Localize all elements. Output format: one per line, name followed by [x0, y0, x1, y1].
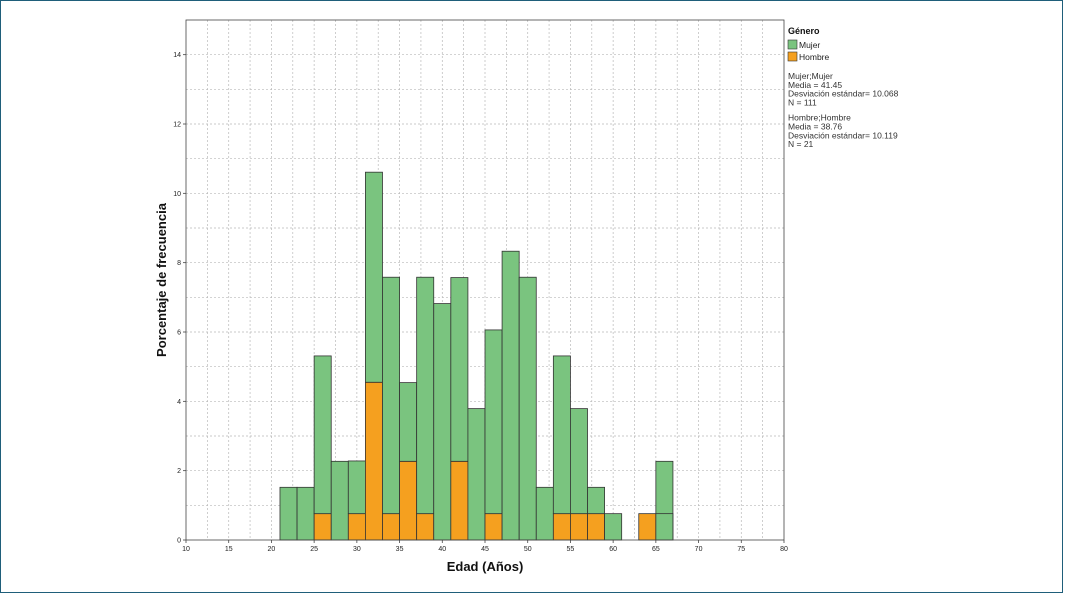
stat-line: N = 21 [788, 139, 814, 149]
legend-swatch-mujer [787, 39, 798, 50]
y-tick-label: 4 [177, 399, 181, 406]
y-tick-label: 14 [173, 52, 181, 59]
stat-line: Hombre;Hombre [788, 113, 851, 123]
bar-hombre [638, 513, 657, 541]
tick-labels: 10 15 20 25 30 35 40 45 50 55 60 65 70 75 80 0 2 4 6 8 10 12 1… [173, 52, 788, 553]
y-tick-label: 10 [173, 191, 181, 198]
bar-mujer [604, 513, 623, 541]
bar-mujer [399, 382, 418, 462]
bar-mujer [279, 486, 298, 541]
bar-mujer [587, 486, 605, 515]
x-tick-label: 65 [652, 546, 660, 553]
bar-hombre [587, 513, 605, 541]
x-axis-title: Edad (Años) [447, 559, 524, 574]
axes-group [183, 19, 785, 543]
legend-swatch-hombre [787, 51, 798, 62]
bar-mujer [467, 408, 486, 541]
y-tick-label: 12 [173, 122, 181, 129]
bar-hombre [382, 513, 400, 541]
legend: Género Mujer Hombre [787, 26, 830, 62]
bar-hombre [313, 513, 332, 541]
y-tick-label: 2 [177, 468, 181, 475]
x-tick-label: 30 [353, 546, 361, 553]
stat-line: Media = 38.76 [788, 122, 842, 132]
bar-hombre [450, 460, 469, 541]
y-axis-title: Porcentaje de frecuencia [154, 202, 169, 357]
stat-line: Desviación estándar= 10.119 [788, 130, 898, 140]
bar-mujer [518, 276, 537, 541]
x-tick-label: 60 [609, 546, 617, 553]
x-tick-label: 10 [182, 546, 190, 553]
bar-mujer [501, 250, 520, 541]
x-tick-label: 55 [567, 546, 575, 553]
x-tick-label: 75 [737, 546, 745, 553]
bars-group [279, 171, 674, 541]
x-tick-label: 15 [225, 546, 233, 553]
bar-mujer [347, 460, 366, 515]
x-tick-label: 20 [268, 546, 276, 553]
bar-mujer [552, 355, 571, 515]
x-tick-label: 80 [780, 546, 788, 553]
bar-hombre [570, 513, 588, 541]
bar-hombre [416, 513, 435, 541]
bar-mujer [570, 408, 588, 515]
bar-mujer [296, 486, 315, 541]
bar-hombre [484, 513, 503, 541]
bar-mujer [364, 171, 383, 383]
x-tick-label: 45 [481, 546, 489, 553]
bar-mujer [484, 329, 503, 515]
legend-title: Género [788, 26, 820, 36]
x-tick-label: 25 [310, 546, 318, 553]
x-tick-label: 35 [396, 546, 404, 553]
x-tick-label: 40 [438, 546, 446, 553]
stat-line: Media = 41.45 [788, 80, 842, 90]
stat-line: Desviación estándar= 10.068 [788, 89, 899, 99]
legend-label-mujer: Mujer [799, 40, 820, 50]
bar-mujer [330, 460, 349, 541]
bar-hombre [364, 381, 383, 541]
stat-line: Mujer;Mujer [788, 71, 833, 81]
y-tick-label: 8 [177, 260, 181, 267]
bar-mujer [450, 277, 469, 462]
bar-hombre [399, 460, 418, 541]
bar-hombre [347, 513, 366, 541]
bar-mujer [655, 513, 674, 541]
x-tick-label: 50 [524, 546, 532, 553]
bar-hombre [552, 513, 571, 541]
bar-mujer [535, 486, 554, 541]
bar-mujer [382, 276, 400, 515]
stat-line: N = 111 [788, 97, 817, 107]
bar-mujer [416, 276, 435, 515]
legend-label-hombre: Hombre [799, 52, 830, 62]
bar-mujer [313, 355, 332, 515]
y-tick-label: 6 [177, 330, 181, 337]
y-tick-label: 0 [177, 538, 181, 545]
bar-mujer [433, 303, 452, 541]
x-tick-label: 70 [695, 546, 703, 553]
